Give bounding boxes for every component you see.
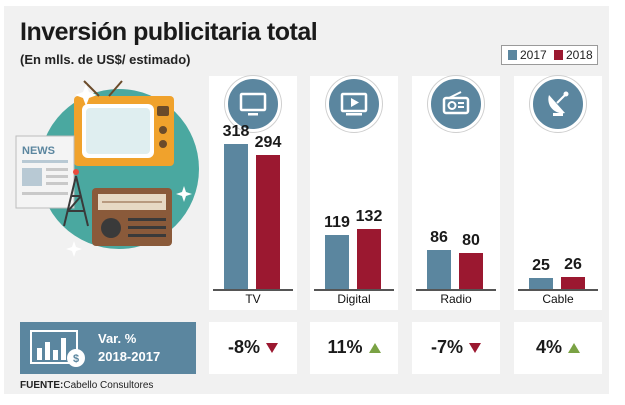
source-text: Cabello Consultores [63, 380, 154, 391]
variation-header: $ Var. % 2018-2017 [20, 322, 196, 374]
chart-subtitle: (En mlls. de US$/ estimado) [20, 52, 191, 67]
newspaper-illustration: NEWS [15, 135, 75, 209]
bar-tv-2018 [256, 155, 280, 289]
value-label-radio-2018: 80 [462, 231, 480, 249]
radio-icon [428, 76, 484, 132]
source-label: FUENTE: [20, 380, 64, 391]
bar-digital-2018 [357, 229, 381, 289]
value-label-radio-2017: 86 [430, 228, 448, 246]
variation-value-digital: 11% [327, 337, 363, 357]
legend-label-2018: 2018 [566, 48, 593, 62]
value-label-cable-2017: 25 [532, 256, 550, 274]
baseline-radio [416, 289, 496, 291]
arrow-down-icon [266, 343, 278, 354]
video-play-icon [326, 76, 382, 132]
baseline-tv [213, 289, 293, 291]
source-note: FUENTE:Cabello Consultores [20, 380, 153, 391]
arrow-down-icon [469, 343, 481, 354]
chart-title: Inversión publicitaria total [20, 18, 318, 46]
infographic-frame: Inversión publicitaria total (En mlls. d… [4, 6, 609, 394]
radio-illustration [92, 188, 172, 246]
chart-money-icon: $ [30, 330, 85, 367]
variation-card-radio: -7% [412, 322, 500, 374]
value-label-digital-2017: 119 [324, 213, 350, 231]
baseline-cable [518, 289, 598, 291]
bar-cable-2018 [561, 277, 585, 289]
bar-digital-2017 [325, 234, 349, 289]
radio-tower-illustration [63, 169, 89, 227]
category-label-tv: TV [245, 292, 261, 306]
satellite-dish-icon [530, 76, 586, 132]
legend-label-2017: 2017 [520, 48, 547, 62]
variation-label-line1: Var. % [98, 331, 137, 346]
variation-label-line2: 2018-2017 [98, 349, 161, 364]
category-label-cable: Cable [542, 292, 574, 306]
variation-label: Var. % 2018-2017 [98, 330, 160, 366]
bar-cable-2017 [529, 277, 553, 289]
variation-value-cable: 4% [535, 337, 562, 357]
baseline-digital [314, 289, 394, 291]
arrow-up-icon [568, 343, 580, 354]
category-label-radio: Radio [440, 292, 472, 306]
tv-icon [225, 76, 281, 132]
variation-card-digital: 11% [310, 322, 398, 374]
arrow-up-icon [368, 343, 381, 354]
legend-swatch-2017 [508, 50, 517, 60]
value-label-tv-2018: 294 [254, 134, 282, 152]
legend-swatch-2018 [554, 50, 563, 60]
newspaper-sign: NEWS [22, 145, 55, 157]
value-label-cable-2018: 26 [564, 256, 582, 274]
value-label-digital-2018: 132 [355, 208, 383, 225]
media-illustration: NEWS [15, 80, 199, 257]
variation-value-tv: -8% [227, 337, 260, 357]
bar-radio-2017 [427, 249, 451, 289]
variation-card-cable: 4% [514, 322, 602, 374]
sparkle-decorations [66, 84, 192, 257]
svg-text:$: $ [73, 353, 79, 365]
category-label-digital: Digital [337, 292, 371, 306]
bar-tv-2017 [224, 144, 248, 289]
bar-radio-2018 [459, 252, 483, 289]
legend: 2017 2018 [501, 45, 598, 65]
variation-card-tv: -8% [209, 322, 297, 374]
variation-value-radio: -7% [430, 337, 463, 357]
tv-illustration [74, 80, 174, 166]
value-label-tv-2017: 318 [222, 123, 250, 141]
